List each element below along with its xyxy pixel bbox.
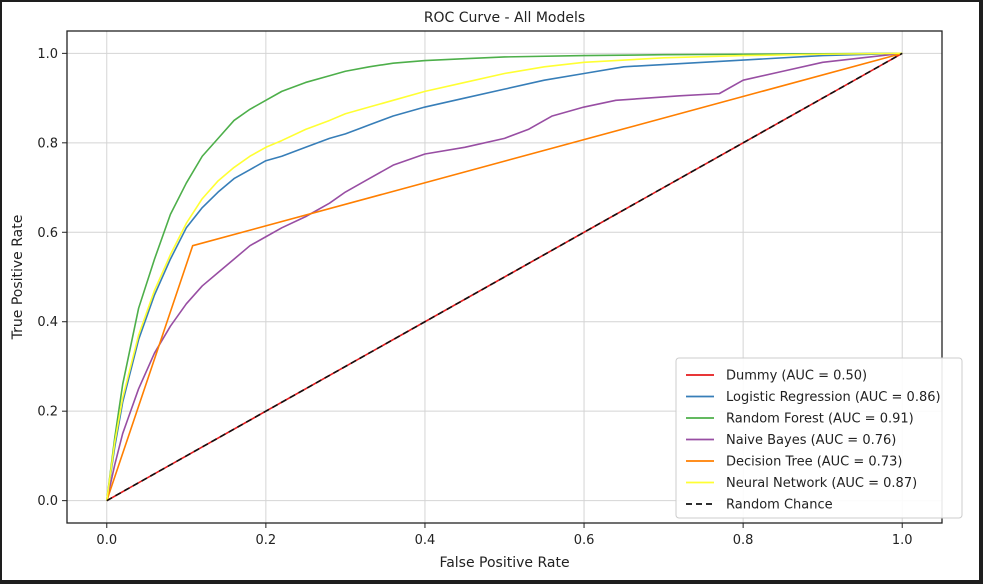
series-layer — [105, 52, 903, 502]
y-tick-label: 1.0 — [37, 47, 58, 62]
chart-title: ROC Curve - All Models — [424, 10, 585, 26]
legend-label: Random Forest (AUC = 0.91) — [726, 412, 914, 427]
series-line-2 — [105, 52, 903, 501]
series-line-3 — [105, 52, 903, 501]
x-tick-label: 0.0 — [96, 533, 117, 548]
x-axis-label: False Positive Rate — [439, 555, 569, 571]
legend-label: Neural Network (AUC = 0.87) — [726, 476, 917, 491]
series-line-4 — [106, 52, 903, 501]
y-tick-label: 0.4 — [37, 315, 58, 330]
legend-box — [675, 357, 963, 519]
ticks: 0.0 0.2 0.4 0.6 0.8 1.0 0.0 0.2 0.4 0.6 0.8 1.0 — [37, 47, 912, 548]
legend-label: Dummy (AUC = 0.50) — [726, 369, 867, 384]
legend-label: Decision Tree (AUC = 0.73) — [726, 455, 902, 470]
y-tick-label: 0.2 — [37, 405, 58, 420]
legend-label: Naive Bayes (AUC = 0.76) — [726, 433, 896, 448]
plot-border — [66, 30, 943, 524]
x-tick-label: 1.0 — [892, 533, 913, 548]
y-axis-label: True Positive Rate — [10, 215, 26, 341]
legend-label: Logistic Regression (AUC = 0.86) — [726, 390, 941, 405]
x-tick-label: 0.6 — [574, 533, 595, 548]
series-line-5 — [105, 52, 903, 501]
x-tick-label: 0.4 — [415, 533, 436, 548]
y-tick-label: 0.8 — [37, 136, 58, 151]
legend-label: Random Chance — [726, 498, 833, 513]
y-tick-label: 0.0 — [37, 494, 58, 509]
legend: Dummy (AUC = 0.50) Logistic Regression (A… — [675, 357, 963, 519]
x-tick-label: 0.8 — [733, 533, 754, 548]
y-tick-label: 0.6 — [37, 226, 58, 241]
series-line-6 — [106, 52, 903, 502]
x-tick-label: 0.2 — [256, 533, 277, 548]
series-line-1 — [105, 52, 903, 501]
